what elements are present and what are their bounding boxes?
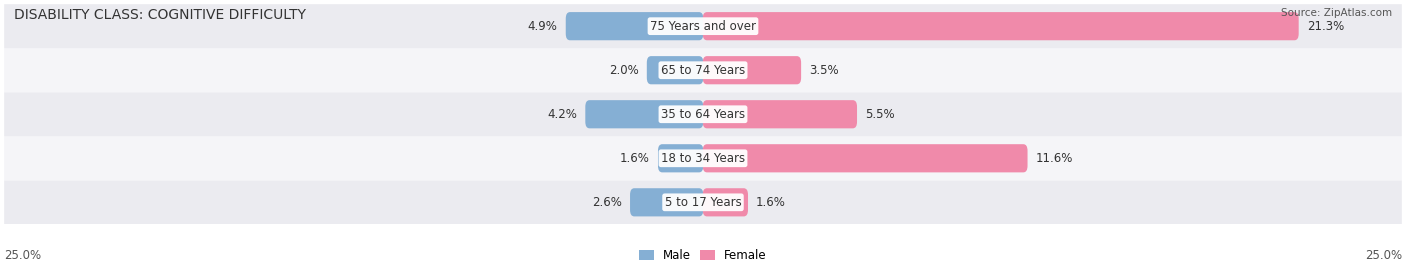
Text: 35 to 64 Years: 35 to 64 Years xyxy=(661,108,745,121)
Text: 2.6%: 2.6% xyxy=(592,196,621,209)
FancyBboxPatch shape xyxy=(647,56,703,84)
Text: 11.6%: 11.6% xyxy=(1036,152,1073,165)
FancyBboxPatch shape xyxy=(565,12,703,40)
FancyBboxPatch shape xyxy=(703,144,1028,172)
Text: 75 Years and over: 75 Years and over xyxy=(650,20,756,33)
FancyBboxPatch shape xyxy=(4,48,1402,92)
FancyBboxPatch shape xyxy=(703,12,1299,40)
FancyBboxPatch shape xyxy=(658,144,703,172)
Text: 25.0%: 25.0% xyxy=(4,248,41,262)
Text: Source: ZipAtlas.com: Source: ZipAtlas.com xyxy=(1281,8,1392,18)
FancyBboxPatch shape xyxy=(4,180,1402,224)
Text: 65 to 74 Years: 65 to 74 Years xyxy=(661,64,745,77)
FancyBboxPatch shape xyxy=(703,188,748,217)
Text: 1.6%: 1.6% xyxy=(620,152,650,165)
Text: 1.6%: 1.6% xyxy=(756,196,786,209)
FancyBboxPatch shape xyxy=(4,92,1402,136)
Text: 2.0%: 2.0% xyxy=(609,64,638,77)
FancyBboxPatch shape xyxy=(703,56,801,84)
Text: 25.0%: 25.0% xyxy=(1365,248,1402,262)
FancyBboxPatch shape xyxy=(703,100,858,128)
Text: 21.3%: 21.3% xyxy=(1306,20,1344,33)
Text: 18 to 34 Years: 18 to 34 Years xyxy=(661,152,745,165)
Text: 4.2%: 4.2% xyxy=(547,108,578,121)
Text: DISABILITY CLASS: COGNITIVE DIFFICULTY: DISABILITY CLASS: COGNITIVE DIFFICULTY xyxy=(14,8,307,22)
Legend: Male, Female: Male, Female xyxy=(634,244,772,267)
Text: 3.5%: 3.5% xyxy=(810,64,839,77)
Text: 5.5%: 5.5% xyxy=(865,108,894,121)
Text: 5 to 17 Years: 5 to 17 Years xyxy=(665,196,741,209)
FancyBboxPatch shape xyxy=(585,100,703,128)
Text: 4.9%: 4.9% xyxy=(527,20,558,33)
FancyBboxPatch shape xyxy=(4,136,1402,180)
FancyBboxPatch shape xyxy=(630,188,703,217)
FancyBboxPatch shape xyxy=(4,4,1402,48)
